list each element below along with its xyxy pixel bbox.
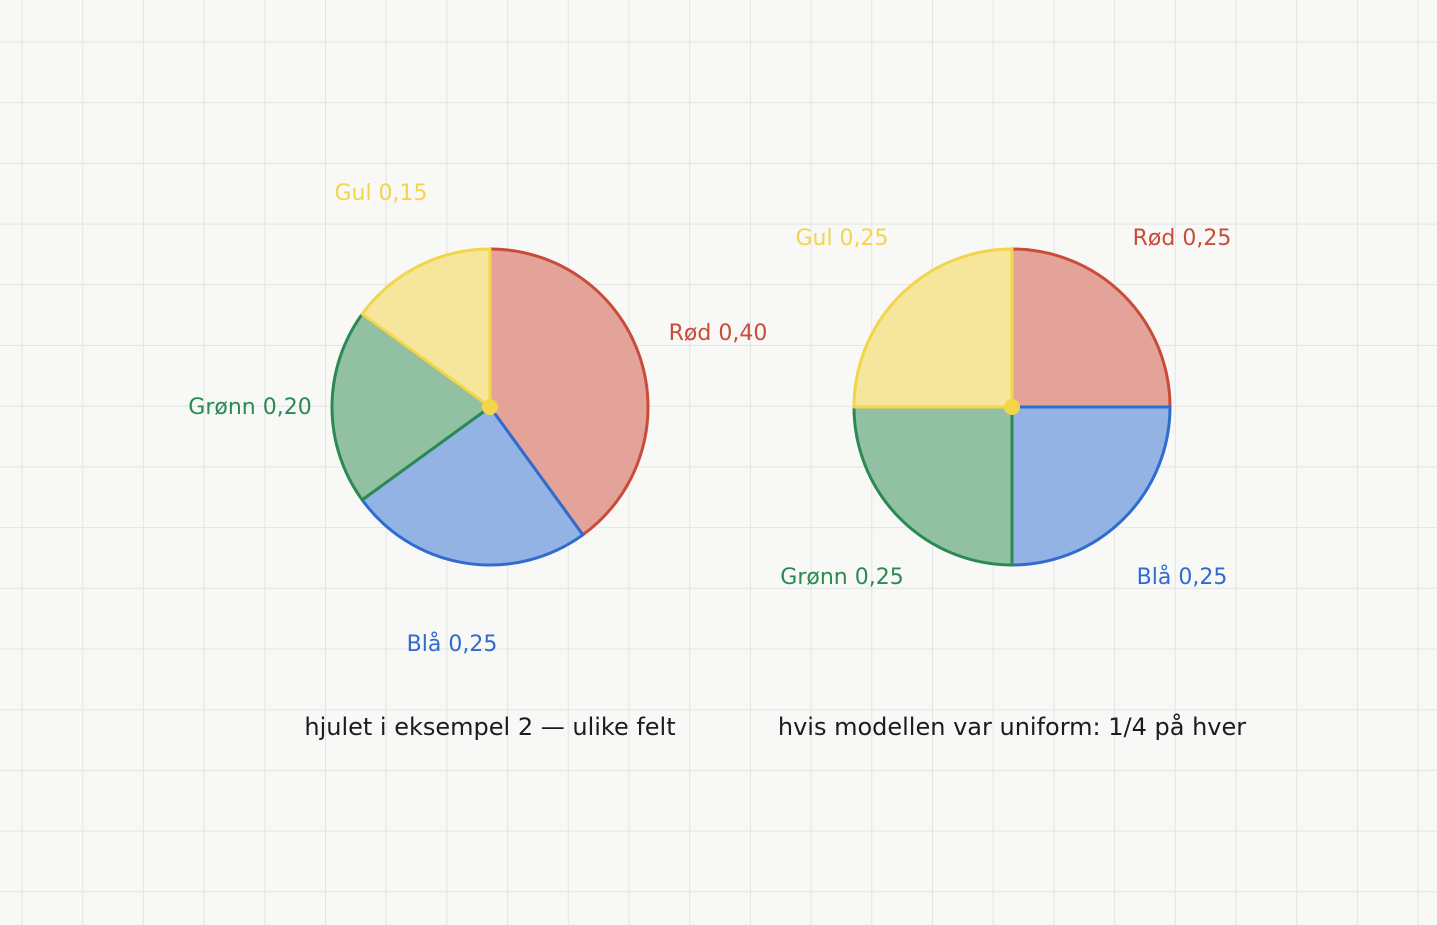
- pie-chart-nonuniform: Rød 0,40 Blå 0,25 Grønn 0,20 Gul 0,15 hjule…: [188, 181, 767, 741]
- chart-caption: hvis modellen var uniform: 1/4 på hver: [778, 712, 1246, 741]
- pie-slice-green: [852, 405, 1014, 567]
- slice-label-red: Rød 0,40: [669, 321, 768, 346]
- pie-slice-yellow: [360, 247, 492, 409]
- slice-labels: Rød 0,40 Blå 0,25 Grønn 0,20 Gul 0,15: [188, 181, 767, 657]
- slice-label-yellow: Gul 0,25: [795, 226, 888, 251]
- slice-label-red: Rød 0,25: [1133, 226, 1232, 251]
- slice-label-yellow: Gul 0,15: [334, 181, 427, 206]
- pie-slices: [852, 247, 1172, 567]
- pie-slice-green: [330, 312, 492, 502]
- pie-slice-red: [488, 247, 650, 537]
- pie-slices: [330, 247, 650, 567]
- slice-label-green: Grønn 0,25: [780, 565, 903, 590]
- slice-label-blue: Blå 0,25: [1137, 564, 1228, 590]
- slice-labels: Rød 0,25 Blå 0,25 Grønn 0,25 Gul 0,25: [780, 226, 1231, 590]
- pie-chart-uniform: Rød 0,25 Blå 0,25 Grønn 0,25 Gul 0,25 hvis …: [778, 226, 1246, 741]
- pie-slice-yellow: [852, 247, 1014, 409]
- slice-label-green: Grønn 0,20: [188, 395, 311, 420]
- pie-center-dot: [482, 399, 498, 415]
- chart-caption: hjulet i eksempel 2 — ulike felt: [304, 713, 675, 741]
- slice-label-blue: Blå 0,25: [407, 631, 498, 657]
- pie-center-dot: [1004, 399, 1020, 415]
- pie-slice-blue: [360, 405, 585, 567]
- pie-slice-blue: [1010, 405, 1172, 567]
- pie-slice-red: [1010, 247, 1172, 409]
